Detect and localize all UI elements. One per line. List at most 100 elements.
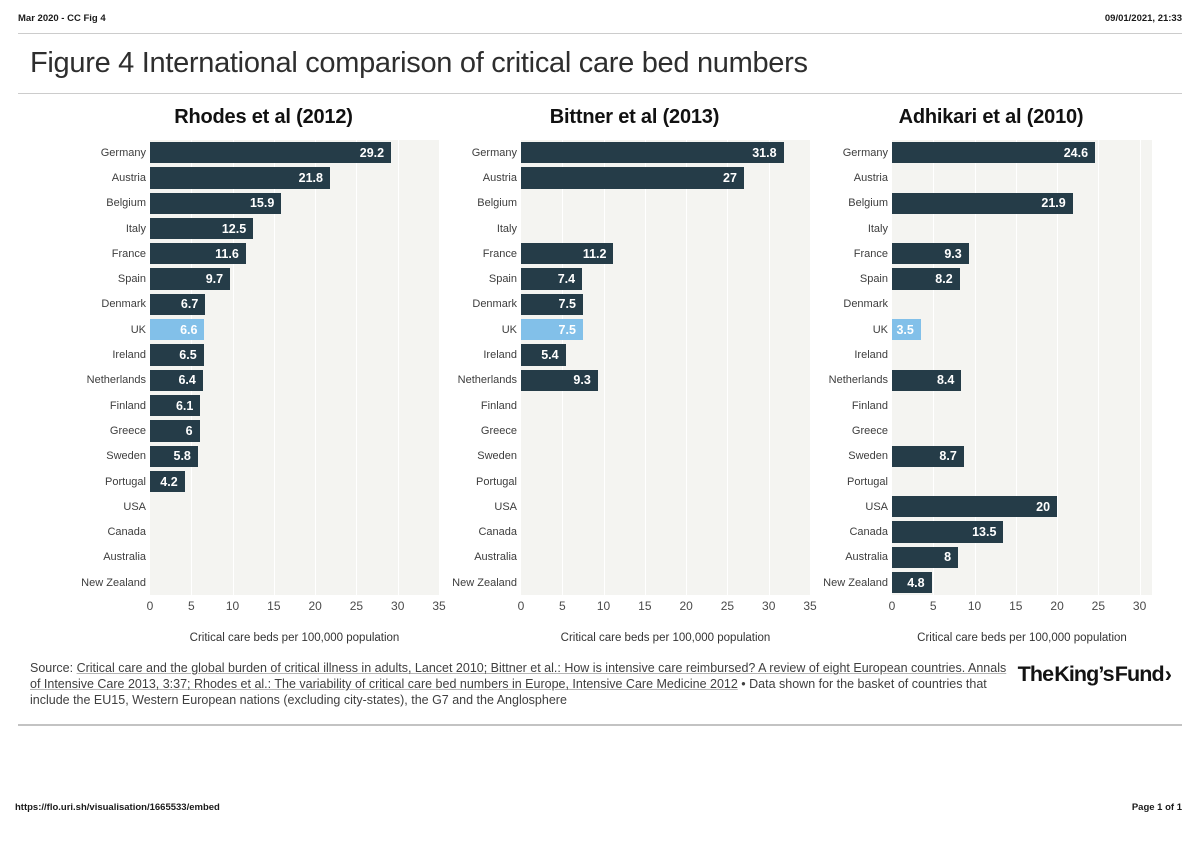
bar: 7.5	[521, 319, 583, 341]
bar-value-label: 6.6	[180, 322, 198, 337]
country-label: Italy	[125, 222, 146, 235]
bar-value-label: 21.9	[1041, 196, 1066, 211]
bar-value-label: 11.6	[215, 246, 239, 261]
country-label: New Zealand	[81, 576, 146, 589]
x-axis-tick-label: 20	[679, 599, 693, 614]
country-label: Canada	[849, 526, 888, 539]
country-label: UK	[872, 323, 888, 336]
chart-row: 7.4	[521, 266, 810, 291]
chart-row: 27	[521, 165, 810, 190]
bar-value-label: 7.5	[558, 297, 576, 312]
bar: 4.8	[892, 572, 932, 594]
grid-line	[232, 140, 234, 596]
bar: 20	[892, 496, 1058, 518]
chart-row	[892, 469, 1152, 494]
x-axis-tick-label: 15	[1009, 599, 1023, 614]
country-label: Greece	[851, 424, 888, 437]
bar-value-label: 9.3	[573, 373, 591, 388]
bar-value-label: 15.9	[249, 196, 275, 211]
plot-area: 31.8 27 11.2 7.4 7.5 7.5 5.4 9.3	[521, 140, 811, 596]
source-prefix: Source:	[30, 661, 77, 676]
x-axis-tick-label: 15	[638, 599, 652, 614]
chart-row: 7.5	[521, 292, 810, 317]
x-axis-tick-label: 10	[967, 599, 982, 614]
chart-row: 5.4	[521, 342, 810, 367]
chart-row	[521, 570, 810, 595]
x-axis-tick-label: 0	[888, 599, 896, 614]
chart-row	[521, 494, 810, 519]
country-label: Ireland	[112, 349, 146, 362]
chart-row	[521, 191, 810, 216]
x-axis-tick-label: 0	[146, 599, 154, 614]
bar: 12.5	[150, 217, 254, 240]
country-label: Australia	[103, 551, 146, 564]
bar-value-label: 7.5	[558, 322, 576, 337]
country-label: Portugal	[476, 475, 517, 488]
country-labels: Germany Austria Belgium Italy France Spain Den…	[823, 140, 888, 595]
chart-row	[150, 570, 439, 595]
grid-line	[1057, 140, 1059, 596]
charts-row: Rhodes et al (2012) Germany Austria Belgium…	[81, 106, 1200, 644]
chart-row: 9.7	[150, 266, 439, 291]
grid-line	[356, 140, 358, 596]
source-text: Source: Critical care and the global bur…	[30, 661, 1018, 709]
chart-row: 12.5	[150, 216, 439, 241]
source-link[interactable]: Critical care and the global burden of c…	[30, 661, 1007, 692]
x-axis-tick-label: 10	[225, 599, 240, 614]
bar: 8	[892, 546, 959, 569]
country-label: Canada	[478, 526, 517, 539]
country-label: Spain	[117, 273, 146, 286]
bar: 27	[521, 167, 744, 189]
footer-url: https://flo.uri.sh/visualisation/1665533…	[15, 802, 220, 813]
bar: 8.4	[892, 369, 962, 391]
chart-row: 4.8	[892, 570, 1152, 595]
country-labels: Germany Austria Belgium Italy France Spain Den…	[81, 140, 146, 595]
country-label: Denmark	[101, 298, 146, 311]
bar-value-label: 12.5	[221, 221, 247, 236]
x-axis-tick-label: 5	[929, 599, 937, 614]
x-axis-tick-label: 20	[1050, 599, 1064, 614]
chart-row: 3.5	[892, 317, 1152, 342]
kings-fund-logo: The King’s Fund›	[1018, 662, 1172, 687]
bar-value-label: 4.8	[907, 575, 925, 590]
bar: 3.5	[892, 319, 921, 341]
country-label: France	[853, 247, 888, 260]
country-label: Germany	[100, 146, 146, 159]
print-footer: https://flo.uri.sh/visualisation/1665533…	[15, 802, 1182, 813]
chart-row: 4.2	[150, 469, 439, 494]
grid-line	[768, 140, 770, 596]
bar-value-label: 21.8	[298, 170, 323, 185]
chart-panel: Adhikari et al (2010) Germany Austria Belgi…	[823, 106, 1152, 644]
chart-row: 21.8	[150, 165, 439, 190]
grid-line	[644, 140, 646, 596]
bar-value-label: 4.2	[160, 474, 178, 489]
bar-value-label: 9.7	[205, 272, 224, 287]
bar: 7.4	[521, 268, 583, 290]
bar: 15.9	[150, 192, 282, 214]
page-title: Figure 4 International comparison of cri…	[30, 47, 808, 79]
country-label: Canada	[107, 526, 146, 539]
country-label: Finland	[480, 399, 517, 412]
bar: 9.3	[521, 369, 598, 391]
chart-row	[521, 444, 810, 469]
country-label: New Zealand	[452, 576, 517, 589]
chart-row	[892, 393, 1152, 418]
bar-value-label: 8.2	[935, 272, 953, 287]
chart-row: 8.4	[892, 368, 1152, 393]
chart-row	[892, 216, 1152, 241]
bar-value-label: 11.2	[582, 246, 607, 261]
chart-row: 11.2	[521, 241, 810, 266]
country-label: Australia	[845, 551, 888, 564]
x-axis-ticks: 0 5 10 15 20 25 30 35	[518, 599, 817, 614]
bar-value-label: 13.5	[972, 525, 997, 540]
source-section: Source: Critical care and the global bur…	[30, 661, 1172, 709]
country-label: USA	[123, 500, 146, 513]
country-label: Australia	[474, 551, 517, 564]
bottom-divider	[18, 723, 1182, 726]
chart-row	[892, 342, 1152, 367]
bar-value-label: 3.5	[896, 322, 914, 337]
country-label: Austria	[111, 171, 146, 184]
chart-row	[150, 494, 439, 519]
chart-title: Adhikari et al (2010)	[898, 106, 1084, 128]
country-label: UK	[501, 323, 517, 336]
